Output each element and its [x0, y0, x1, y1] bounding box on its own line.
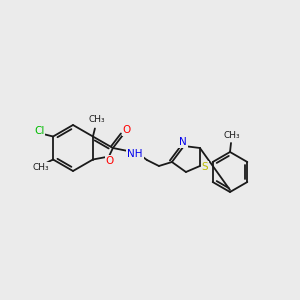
Text: O: O [106, 157, 114, 166]
Text: NH: NH [127, 149, 143, 159]
Text: CH₃: CH₃ [224, 131, 240, 140]
Text: CH₃: CH₃ [33, 163, 50, 172]
Text: S: S [202, 162, 208, 172]
Text: O: O [123, 125, 131, 135]
Text: N: N [179, 137, 187, 147]
Text: CH₃: CH₃ [88, 115, 105, 124]
Text: Cl: Cl [34, 127, 44, 136]
